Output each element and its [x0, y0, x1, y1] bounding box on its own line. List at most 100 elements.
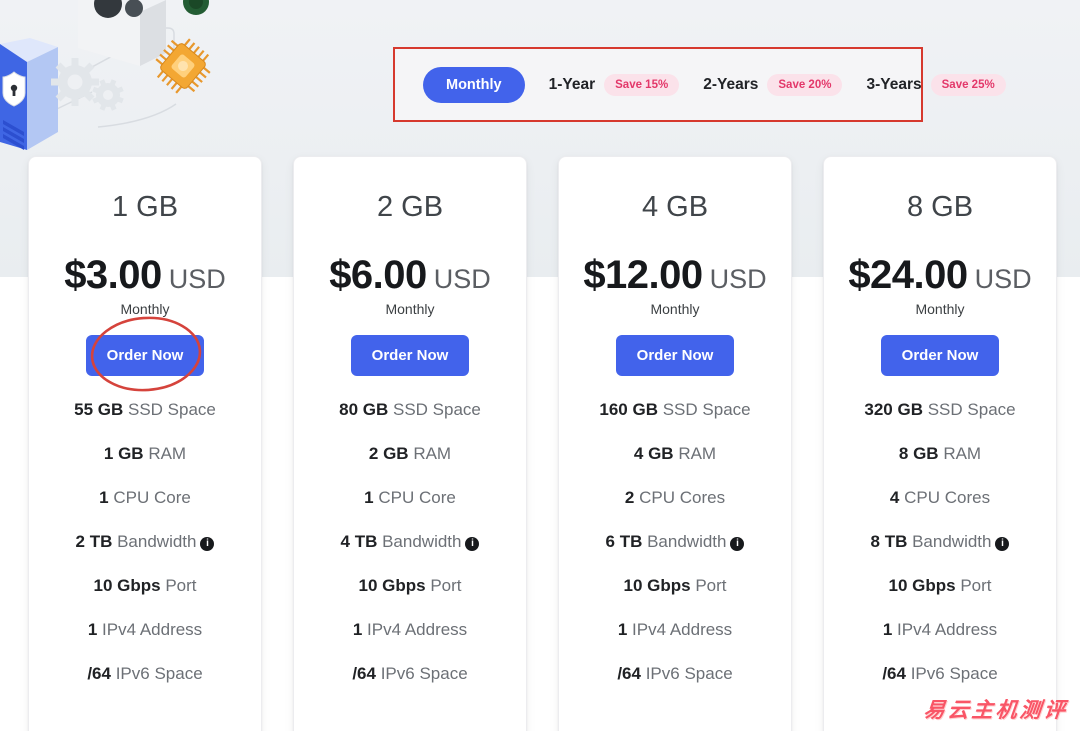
- plan-cards: 1 GB $3.00 USD Monthly Order Now 55 GB SS…: [28, 156, 1057, 731]
- feature-item: 6 TB Bandwidth i: [559, 532, 791, 552]
- order-now-button[interactable]: Order Now: [880, 335, 1000, 376]
- feature-label: RAM: [413, 444, 452, 463]
- info-circle-icon[interactable]: i: [995, 537, 1010, 551]
- feature-label: Port: [695, 576, 727, 595]
- feature-item: /64 IPv6 Space: [559, 664, 791, 684]
- feature-value: 1 GB: [103, 444, 144, 463]
- feature-item: 2 CPU Cores: [559, 488, 791, 508]
- cpu-chip-icon: [155, 38, 211, 94]
- plan-card: 1 GB $3.00 USD Monthly Order Now 55 GB SS…: [28, 156, 262, 731]
- feature-value: 55 GB: [74, 400, 124, 419]
- feature-label: CPU Core: [378, 488, 456, 507]
- feature-list: 160 GB SSD Space 4 GB RAM 2 CPU Cores 6 …: [559, 400, 791, 684]
- billing-option[interactable]: 2-Years Save 20%: [703, 73, 843, 96]
- plan-card: 2 GB $6.00 USD Monthly Order Now 80 GB SS…: [293, 156, 527, 731]
- feature-value: 8 TB: [870, 532, 908, 551]
- feature-item: 8 GB RAM: [824, 444, 1056, 464]
- feature-list: 320 GB SSD Space 8 GB RAM 4 CPU Cores 8 …: [824, 400, 1056, 684]
- billing-option-label[interactable]: Monthly: [423, 66, 525, 103]
- billing-option[interactable]: Monthly: [423, 66, 525, 103]
- feature-value: 1: [364, 488, 374, 507]
- info-circle-icon[interactable]: i: [200, 537, 215, 551]
- plan-name: 8 GB: [906, 191, 974, 223]
- price-amount: $3.00: [64, 253, 162, 297]
- feature-value: /64: [87, 664, 111, 683]
- feature-label: Port: [960, 576, 992, 595]
- feature-item: 8 TB Bandwidth i: [824, 532, 1056, 552]
- billing-period-label: Monthly: [120, 301, 170, 317]
- feature-value: 8 GB: [898, 444, 939, 463]
- feature-item: 1 GB RAM: [29, 444, 261, 464]
- price-currency: USD: [709, 264, 767, 294]
- feature-value: 2 GB: [368, 444, 409, 463]
- feature-item: /64 IPv6 Space: [29, 664, 261, 684]
- feature-label: SSD Space: [127, 400, 216, 419]
- feature-item: 80 GB SSD Space: [294, 400, 526, 420]
- billing-option[interactable]: 3-Years Save 25%: [866, 73, 1006, 96]
- feature-item: 160 GB SSD Space: [559, 400, 791, 420]
- billing-option-label[interactable]: 2-Years: [703, 75, 759, 93]
- plan-price: $3.00 USD: [29, 253, 261, 298]
- shield-icon: [2, 71, 26, 107]
- info-circle-icon[interactable]: i: [730, 537, 745, 551]
- feature-item: 10 Gbps Port: [294, 576, 526, 596]
- order-now-button[interactable]: Order Now: [615, 335, 735, 376]
- feature-item: 10 Gbps Port: [29, 576, 261, 596]
- feature-value: 2: [624, 488, 635, 507]
- price-amount: $12.00: [583, 253, 703, 297]
- feature-value: 1: [882, 620, 893, 639]
- feature-value: 4 TB: [340, 532, 378, 551]
- plan-price: $24.00 USD: [824, 253, 1056, 298]
- billing-period-label: Monthly: [650, 301, 700, 317]
- price-currency: USD: [168, 264, 226, 294]
- billing-period-selector: Monthly 1-Year Save 15% 2-Years Save 20%…: [423, 66, 1006, 103]
- feature-label: IPv4 Address: [632, 620, 733, 639]
- feature-item: /64 IPv6 Space: [824, 664, 1056, 684]
- red-rectangle-annotation: Monthly 1-Year Save 15% 2-Years Save 20%…: [393, 47, 1006, 122]
- feature-item: 1 IPv4 Address: [29, 620, 261, 640]
- price-currency: USD: [433, 264, 491, 294]
- feature-item: /64 IPv6 Space: [294, 664, 526, 684]
- feature-label: IPv4 Address: [897, 620, 998, 639]
- feature-value: 1: [99, 488, 109, 507]
- feature-value: 4: [889, 488, 900, 507]
- feature-item: 4 CPU Cores: [824, 488, 1056, 508]
- feature-label: IPv6 Space: [115, 664, 203, 683]
- feature-value: 160 GB: [599, 400, 658, 419]
- order-now-button[interactable]: Order Now: [350, 335, 470, 376]
- server-box-icon: [78, 0, 166, 66]
- feature-item: 1 IPv4 Address: [824, 620, 1056, 640]
- feature-value: 1: [617, 620, 628, 639]
- price-amount: $6.00: [329, 253, 427, 297]
- billing-period-label: Monthly: [915, 301, 965, 317]
- feature-label: CPU Core: [113, 488, 191, 507]
- feature-list: 80 GB SSD Space 2 GB RAM 1 CPU Core 4 TB…: [294, 400, 526, 684]
- plan-name: 1 GB: [111, 191, 179, 223]
- feature-label: RAM: [943, 444, 982, 463]
- plan-card: 4 GB $12.00 USD Monthly Order Now 160 GB …: [558, 156, 792, 731]
- feature-value: /64: [882, 664, 906, 683]
- feature-label: IPv4 Address: [102, 620, 203, 639]
- feature-item: 4 TB Bandwidth i: [294, 532, 526, 552]
- feature-item: 2 TB Bandwidth i: [29, 532, 261, 552]
- order-now-button[interactable]: Order Now: [85, 335, 205, 376]
- billing-period-label: Monthly: [385, 301, 435, 317]
- feature-value: /64: [352, 664, 376, 683]
- billing-option-label[interactable]: 3-Years: [866, 75, 922, 93]
- billing-option-label[interactable]: 1-Year: [548, 75, 596, 93]
- feature-item: 1 CPU Core: [294, 488, 526, 508]
- feature-label: IPv4 Address: [367, 620, 468, 639]
- feature-label: RAM: [678, 444, 717, 463]
- billing-option[interactable]: 1-Year Save 15%: [548, 73, 680, 96]
- feature-label: Bandwidth: [647, 532, 727, 551]
- feature-item: 1 IPv4 Address: [559, 620, 791, 640]
- feature-value: 1: [87, 620, 98, 639]
- feature-item: 10 Gbps Port: [824, 576, 1056, 596]
- info-circle-icon[interactable]: i: [465, 537, 480, 551]
- billing-save-badge: Save 15%: [604, 73, 680, 96]
- feature-item: 320 GB SSD Space: [824, 400, 1056, 420]
- feature-label: RAM: [148, 444, 187, 463]
- price-currency: USD: [974, 264, 1032, 294]
- green-globe-icon: [183, 0, 209, 15]
